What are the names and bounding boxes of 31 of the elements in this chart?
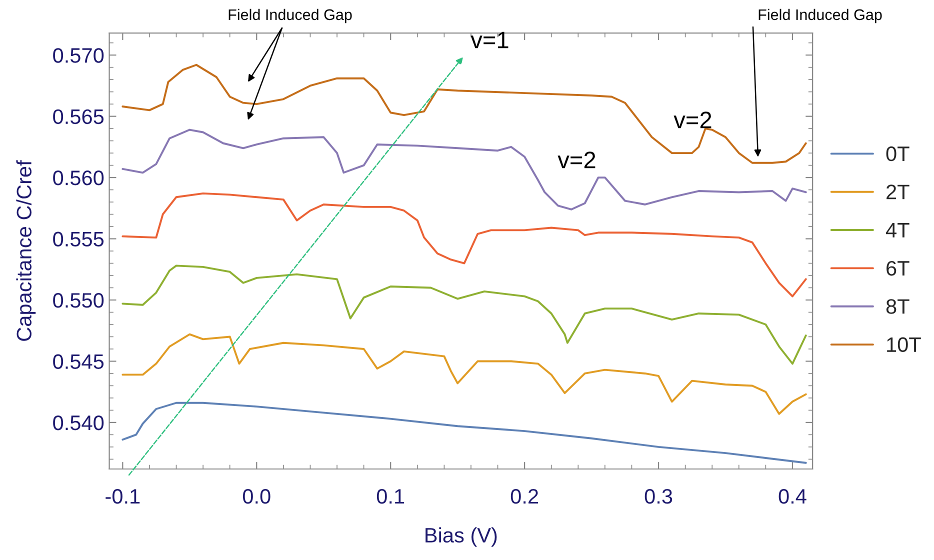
- legend-label: 0T: [886, 146, 910, 162]
- y-axis-title: Capacitance C/Cref: [16, 160, 36, 341]
- legend-label: 10T: [887, 337, 921, 352]
- y-tick-label: 0.570: [53, 48, 104, 63]
- text: Field Induced Gap: [228, 8, 352, 24]
- x-tick-label: -0.1: [106, 488, 140, 504]
- x-tick-label: 0.0: [242, 488, 270, 504]
- annotation: v=1: [470, 32, 508, 48]
- y-tick-label: 0.540: [53, 415, 104, 430]
- line-series: [122, 192, 807, 298]
- x-tick-label: 0.1: [376, 488, 404, 504]
- x-tick-label: 0.4: [778, 488, 806, 504]
- y-tick-label: 0.545: [53, 354, 104, 369]
- legend-label: 2T: [886, 184, 910, 200]
- y-tick-label: 0.565: [53, 109, 104, 124]
- line-series: [122, 128, 807, 210]
- text: Field Induced Gap: [758, 8, 882, 24]
- line-series: [122, 264, 807, 365]
- line-series: [122, 333, 807, 415]
- y-tick-label: 0.550: [53, 293, 104, 308]
- x-axis-title: Bias (V): [426, 527, 497, 547]
- y-tick-label: 0.555: [53, 232, 104, 247]
- y-tick-label: 0.560: [53, 170, 104, 186]
- legend-label: 4T: [886, 222, 910, 238]
- x-tick-label: 0.2: [510, 488, 538, 504]
- legend-label: 6T: [886, 260, 910, 276]
- annotation: v=2: [674, 112, 712, 128]
- x-tick-label: 0.3: [644, 488, 672, 504]
- annotation: v=2: [558, 152, 596, 168]
- legend-label: 8T: [886, 299, 910, 314]
- line-series: [122, 402, 807, 464]
